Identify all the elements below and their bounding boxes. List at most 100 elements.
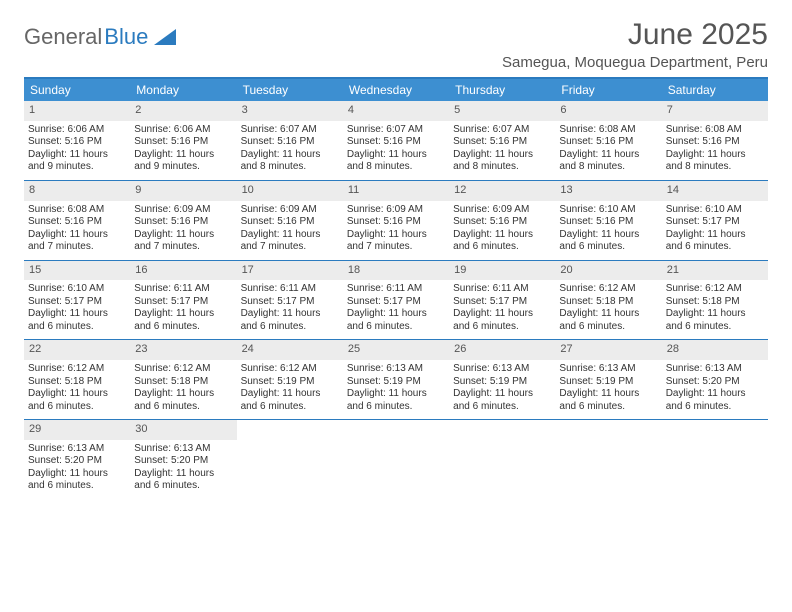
day-number: 18: [343, 261, 449, 281]
daylight-text: Daylight: 11 hours and 6 minutes.: [666, 308, 764, 333]
day-number: 22: [24, 340, 130, 360]
day-cell: 30 Sunrise: 6:13 AMSunset: 5:20 PMDayligh…: [130, 420, 236, 499]
day-cell: 24Sunrise: 6:12 AMSunset: 5:19 PMDayligh…: [237, 340, 343, 419]
day-cell: 18Sunrise: 6:11 AMSunset: 5:17 PMDayligh…: [343, 261, 449, 340]
day-cell: 15Sunrise: 6:10 AMSunset: 5:17 PMDayligh…: [24, 261, 130, 340]
day-number: 15: [24, 261, 130, 281]
sunset-text: Sunset: 5:20 PM: [666, 376, 764, 389]
week-row: 1Sunrise: 6:06 AMSunset: 5:16 PMDaylight…: [24, 101, 768, 181]
daylight-text: Daylight: 11 hours and 7 minutes.: [28, 229, 126, 254]
day-number: 9: [130, 181, 236, 201]
daylight-text: Daylight: 11 hours and 6 minutes.: [28, 388, 126, 413]
logo: GeneralBlue: [24, 24, 176, 50]
day-cell: 4Sunrise: 6:07 AMSunset: 5:16 PMDaylight…: [343, 101, 449, 180]
week-row: 29Sunrise: 6:13 AMSunset: 5:20 PMDayligh…: [24, 420, 768, 499]
daylight-text: Daylight: 11 hours and 6 minutes.: [453, 229, 551, 254]
month-title: June 2025: [502, 18, 768, 52]
day-number: 14: [662, 181, 768, 201]
daylight-text: Daylight: 11 hours and 6 minutes.: [134, 388, 232, 413]
day-cell: 29Sunrise: 6:13 AMSunset: 5:20 PMDayligh…: [24, 420, 130, 499]
header: GeneralBlue June 2025 Samegua, Moquegua …: [24, 18, 768, 71]
sunrise-text: Sunrise: 6:13 AM: [134, 443, 232, 456]
daylight-text: Daylight: 11 hours and 7 minutes.: [241, 229, 339, 254]
day-number: 24: [237, 340, 343, 360]
empty-cell: [449, 420, 555, 499]
day-cell: 14Sunrise: 6:10 AMSunset: 5:17 PMDayligh…: [662, 181, 768, 260]
sunset-text: Sunset: 5:16 PM: [347, 216, 445, 229]
sunset-text: Sunset: 5:18 PM: [559, 296, 657, 309]
daylight-text: Daylight: 11 hours and 6 minutes.: [453, 308, 551, 333]
daylight-text: Daylight: 11 hours and 6 minutes.: [559, 229, 657, 254]
day-number: 7: [662, 101, 768, 121]
week-row: 8Sunrise: 6:08 AMSunset: 5:16 PMDaylight…: [24, 181, 768, 261]
calendar: SundayMondayTuesdayWednesdayThursdayFrid…: [24, 77, 768, 499]
sunset-text: Sunset: 5:17 PM: [347, 296, 445, 309]
daylight-text: Daylight: 11 hours and 9 minutes.: [28, 149, 126, 174]
empty-cell: [662, 420, 768, 499]
daylight-text: Daylight: 11 hours and 6 minutes.: [28, 308, 126, 333]
daylight-text: Daylight: 11 hours and 6 minutes.: [559, 388, 657, 413]
day-number: 25: [343, 340, 449, 360]
daylight-text: Daylight: 11 hours and 6 minutes.: [28, 468, 126, 493]
week-row: 15Sunrise: 6:10 AMSunset: 5:17 PMDayligh…: [24, 261, 768, 341]
weekday-row: SundayMondayTuesdayWednesdayThursdayFrid…: [24, 79, 768, 101]
daylight-text: Daylight: 11 hours and 7 minutes.: [134, 229, 232, 254]
day-cell: 19Sunrise: 6:11 AMSunset: 5:17 PMDayligh…: [449, 261, 555, 340]
sunset-text: Sunset: 5:18 PM: [666, 296, 764, 309]
sunrise-text: Sunrise: 6:13 AM: [453, 363, 551, 376]
day-cell: 6Sunrise: 6:08 AMSunset: 5:16 PMDaylight…: [555, 101, 661, 180]
daylight-text: Daylight: 11 hours and 6 minutes.: [666, 229, 764, 254]
sunrise-text: Sunrise: 6:09 AM: [347, 204, 445, 217]
daylight-text: Daylight: 11 hours and 6 minutes.: [241, 308, 339, 333]
sunset-text: Sunset: 5:16 PM: [28, 216, 126, 229]
daylight-text: Daylight: 11 hours and 6 minutes.: [666, 388, 764, 413]
day-cell: 28Sunrise: 6:13 AMSunset: 5:20 PMDayligh…: [662, 340, 768, 419]
daylight-text: Daylight: 11 hours and 8 minutes.: [666, 149, 764, 174]
sunset-text: Sunset: 5:16 PM: [347, 136, 445, 149]
weekday-header: Sunday: [24, 79, 130, 101]
daylight-text: Daylight: 11 hours and 9 minutes.: [134, 149, 232, 174]
sunrise-text: Sunrise: 6:06 AM: [134, 124, 232, 137]
day-cell: 21Sunrise: 6:12 AMSunset: 5:18 PMDayligh…: [662, 261, 768, 340]
day-number: 17: [237, 261, 343, 281]
day-cell: 26Sunrise: 6:13 AMSunset: 5:19 PMDayligh…: [449, 340, 555, 419]
sunset-text: Sunset: 5:16 PM: [241, 216, 339, 229]
day-cell: 23Sunrise: 6:12 AMSunset: 5:18 PMDayligh…: [130, 340, 236, 419]
day-number: 11: [343, 181, 449, 201]
daylight-text: Daylight: 11 hours and 6 minutes.: [241, 388, 339, 413]
daylight-text: Daylight: 11 hours and 6 minutes.: [559, 308, 657, 333]
daylight-text: Daylight: 11 hours and 7 minutes.: [347, 229, 445, 254]
day-cell: 1Sunrise: 6:06 AMSunset: 5:16 PMDaylight…: [24, 101, 130, 180]
daylight-text: Daylight: 11 hours and 6 minutes.: [347, 308, 445, 333]
sunrise-text: Sunrise: 6:12 AM: [134, 363, 232, 376]
sunrise-text: Sunrise: 6:08 AM: [666, 124, 764, 137]
sunset-text: Sunset: 5:16 PM: [559, 216, 657, 229]
day-number: 30: [130, 420, 236, 440]
sunset-text: Sunset: 5:20 PM: [134, 455, 232, 468]
sunrise-text: Sunrise: 6:13 AM: [347, 363, 445, 376]
sunrise-text: Sunrise: 6:12 AM: [241, 363, 339, 376]
daylight-text: Daylight: 11 hours and 8 minutes.: [347, 149, 445, 174]
logo-triangle-icon: [154, 29, 176, 45]
day-number: 1: [24, 101, 130, 121]
day-cell: 13Sunrise: 6:10 AMSunset: 5:16 PMDayligh…: [555, 181, 661, 260]
day-number: 6: [555, 101, 661, 121]
day-number: 4: [343, 101, 449, 121]
location: Samegua, Moquegua Department, Peru: [502, 54, 768, 71]
day-cell: 11 Sunrise: 6:09 AMSunset: 5:16 PMDayligh…: [343, 181, 449, 260]
sunset-text: Sunset: 5:16 PM: [134, 136, 232, 149]
day-number: 12: [449, 181, 555, 201]
day-cell: 7Sunrise: 6:08 AMSunset: 5:16 PMDaylight…: [662, 101, 768, 180]
day-cell: 27Sunrise: 6:13 AMSunset: 5:19 PMDayligh…: [555, 340, 661, 419]
daylight-text: Daylight: 11 hours and 8 minutes.: [241, 149, 339, 174]
daylight-text: Daylight: 11 hours and 6 minutes.: [453, 388, 551, 413]
week-row: 22Sunrise: 6:12 AMSunset: 5:18 PMDayligh…: [24, 340, 768, 420]
sunset-text: Sunset: 5:17 PM: [134, 296, 232, 309]
day-cell: 9Sunrise: 6:09 AMSunset: 5:16 PMDaylight…: [130, 181, 236, 260]
logo-text-1: General: [24, 24, 102, 50]
daylight-text: Daylight: 11 hours and 6 minutes.: [134, 468, 232, 493]
sunrise-text: Sunrise: 6:13 AM: [666, 363, 764, 376]
sunset-text: Sunset: 5:18 PM: [28, 376, 126, 389]
day-number: 3: [237, 101, 343, 121]
sunrise-text: Sunrise: 6:10 AM: [666, 204, 764, 217]
